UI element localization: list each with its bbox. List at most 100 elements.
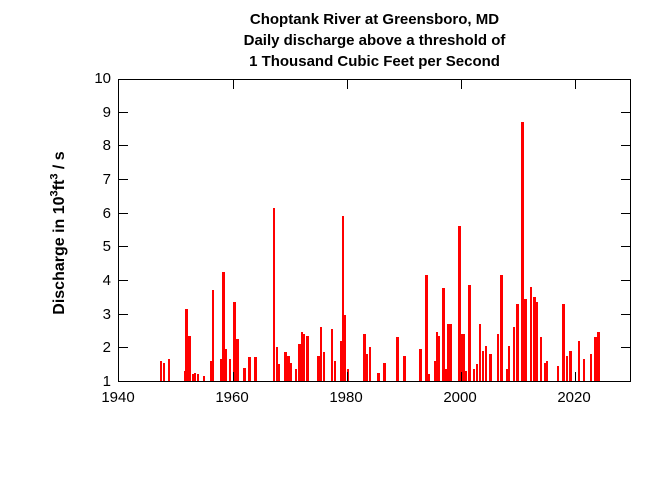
y-tick-label: 9	[102, 103, 111, 121]
x-tick-label: 1980	[329, 389, 363, 406]
discharge-bar	[533, 296, 536, 381]
discharge-bar	[569, 350, 572, 381]
y-tick-mark	[119, 246, 128, 248]
discharge-bar	[188, 335, 192, 381]
y-tick-label: 7	[102, 171, 111, 188]
discharge-bar	[383, 362, 387, 381]
discharge-bar	[482, 350, 485, 381]
y-tick-mark	[621, 179, 630, 180]
discharge-bar	[229, 359, 232, 381]
y-tick-mark	[119, 145, 128, 147]
discharge-bar	[500, 274, 503, 381]
discharge-bar	[287, 355, 290, 381]
discharge-bar	[162, 362, 165, 381]
discharge-bar	[478, 323, 482, 381]
discharge-bar	[589, 354, 593, 381]
y-axis-label-sup1: 3	[48, 190, 61, 197]
y-tick-label: 6	[102, 204, 111, 222]
discharge-bar	[322, 352, 325, 381]
x-tick-label: 1940	[101, 389, 135, 406]
discharge-bar	[248, 357, 252, 381]
discharge-bar	[333, 360, 336, 381]
discharge-bar	[419, 349, 422, 381]
discharge-bar	[317, 355, 320, 381]
discharge-bar	[320, 327, 323, 381]
x-tick-mark	[575, 80, 576, 89]
y-tick-mark	[119, 347, 128, 349]
y-tick-mark	[621, 280, 630, 281]
discharge-bar	[597, 332, 600, 381]
discharge-bar	[344, 315, 347, 381]
discharge-bar	[505, 369, 508, 381]
y-tick-label: 10	[94, 70, 111, 87]
discharge-bar	[441, 288, 445, 381]
discharge-bar	[232, 301, 236, 381]
y-tick-label: 2	[102, 339, 111, 357]
discharge-bar	[468, 285, 471, 381]
y-tick-mark	[621, 347, 630, 349]
y-tick-mark	[621, 212, 630, 214]
discharge-bar	[476, 364, 478, 381]
discharge-bar	[368, 347, 372, 381]
discharge-bar	[209, 360, 212, 381]
discharge-bar	[556, 365, 560, 381]
discharge-bar	[377, 372, 380, 381]
chart-title: Choptank River at Greensboro, MD Daily d…	[118, 9, 631, 72]
discharge-bar	[160, 360, 163, 381]
discharge-bar	[496, 333, 500, 381]
y-axis-label-post: / s	[51, 151, 68, 174]
discharge-bar	[535, 301, 538, 381]
discharge-bar	[512, 327, 516, 381]
discharge-bar	[446, 323, 453, 381]
discharge-bar	[275, 347, 278, 381]
discharge-bar	[516, 303, 519, 381]
discharge-bar	[583, 359, 586, 381]
discharge-bar	[300, 332, 304, 381]
discharge-bar	[365, 354, 369, 381]
discharge-bar	[278, 364, 281, 381]
discharge-bar	[539, 337, 543, 381]
discharge-bar	[594, 337, 597, 381]
discharge-bar	[458, 226, 462, 381]
discharge-bar	[438, 335, 441, 381]
y-tick-mark	[621, 145, 630, 147]
discharge-bar	[303, 333, 306, 381]
discharge-bar	[577, 340, 581, 381]
discharge-bar	[297, 344, 301, 381]
discharge-bar	[330, 328, 334, 381]
x-tick-mark	[461, 372, 462, 381]
y-tick-mark	[621, 246, 630, 248]
discharge-bar	[472, 369, 475, 381]
x-tick-mark	[233, 80, 234, 89]
x-tick-mark	[575, 372, 576, 381]
discharge-bar	[196, 374, 199, 381]
discharge-bar	[295, 369, 298, 381]
discharge-bar	[465, 370, 468, 381]
discharge-bar	[221, 271, 225, 381]
discharge-bar	[395, 337, 399, 381]
discharge-bar	[194, 372, 197, 381]
discharge-bar	[565, 355, 569, 381]
discharge-bar	[529, 286, 533, 381]
y-tick-mark	[119, 212, 128, 214]
x-tick-mark	[233, 372, 234, 381]
y-tick-mark	[621, 111, 630, 113]
discharge-bar	[341, 216, 345, 381]
discharge-bar	[543, 362, 546, 381]
discharge-bar	[202, 376, 205, 381]
discharge-bar	[562, 303, 565, 381]
discharge-bar	[211, 290, 215, 381]
discharge-bar	[521, 121, 524, 381]
discharge-bar	[461, 333, 466, 381]
discharge-bar	[306, 335, 310, 381]
y-tick-label: 3	[102, 305, 111, 323]
x-tick-label: 2000	[443, 389, 477, 406]
y-tick-mark	[119, 179, 128, 180]
y-tick-mark	[119, 280, 128, 281]
chart-title-line-2: Daily discharge above a threshold of	[243, 32, 506, 49]
discharge-bar	[424, 274, 428, 381]
discharge-bar	[236, 338, 239, 381]
x-tick-mark	[347, 80, 348, 89]
y-tick-label: 1	[102, 373, 111, 390]
y-tick-mark	[621, 313, 630, 315]
